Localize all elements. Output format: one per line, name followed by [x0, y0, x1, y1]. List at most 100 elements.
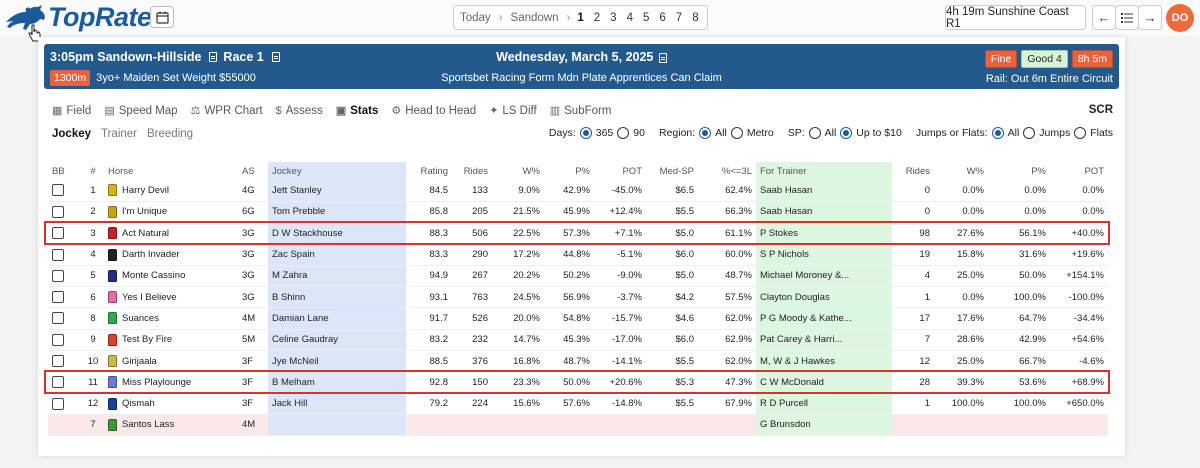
- horse-name[interactable]: Monte Cassino: [122, 270, 186, 282]
- cell-horse[interactable]: Harry Devil: [104, 180, 238, 202]
- next-race-button[interactable]: 4h 19m Sunshine Coast R1: [945, 5, 1086, 30]
- cell-horse[interactable]: Girijaala: [104, 350, 238, 373]
- blackbook-checkbox[interactable]: [52, 397, 64, 410]
- blackbook-checkbox[interactable]: [52, 227, 64, 240]
- race-number-7[interactable]: 7: [675, 11, 683, 24]
- scratchings-link[interactable]: SCR: [1088, 104, 1113, 116]
- blackbook-checkbox[interactable]: [52, 248, 64, 261]
- venue-link[interactable]: Sandown: [510, 11, 559, 24]
- radio-surface-all[interactable]: [991, 127, 1004, 139]
- radio-surface-flats[interactable]: [1074, 127, 1087, 139]
- blackbook-checkbox[interactable]: [52, 205, 64, 218]
- race-number-6[interactable]: 6: [659, 11, 666, 24]
- tab-head-to-head[interactable]: ⚙ Head to Head: [391, 104, 476, 118]
- radio-days-365[interactable]: [579, 127, 592, 139]
- document-icon[interactable]: [209, 52, 218, 62]
- col-trainer-pot[interactable]: POT: [1084, 165, 1104, 177]
- cell-horse[interactable]: Santos Lass: [104, 414, 238, 437]
- scratched-runner-row[interactable]: 7 Santos Lass 4M G Brunsdon: [48, 414, 1108, 437]
- horse-name[interactable]: Girijaala: [122, 355, 157, 367]
- cell-horse[interactable]: Yes I Believe: [104, 286, 238, 309]
- radio-region-metro[interactable]: [730, 127, 743, 139]
- tab-subform[interactable]: ▥ SubForm: [550, 104, 612, 118]
- horse-name[interactable]: Yes I Believe: [122, 291, 177, 303]
- cell-horse[interactable]: Monte Cassino: [104, 265, 238, 287]
- tab-assess[interactable]: $ Assess: [276, 104, 323, 117]
- runner-row[interactable]: 4 Darth Invader 3G Zac Spain 83.3 290 17.2% 44.…: [48, 243, 1108, 266]
- col-horse[interactable]: Horse: [108, 165, 134, 177]
- radio-region-all[interactable]: [699, 127, 712, 139]
- blackbook-checkbox[interactable]: [52, 291, 64, 304]
- blackbook-checkbox[interactable]: [52, 333, 64, 346]
- race-number-3[interactable]: 3: [610, 11, 617, 24]
- today-link[interactable]: Today: [460, 11, 491, 24]
- runner-row[interactable]: 9 Test By Fire 5M Celine Gaudray 83.2 232 14.7…: [48, 329, 1108, 351]
- col-bb[interactable]: BB: [52, 165, 65, 177]
- tab-field[interactable]: ▦ Field: [52, 104, 91, 118]
- tab-stats[interactable]: ▣ Stats: [336, 104, 379, 118]
- race-number-1[interactable]: 1: [577, 11, 584, 24]
- blackbook-checkbox[interactable]: [52, 376, 64, 389]
- radio-sp-all[interactable]: [808, 127, 821, 139]
- tab-ls-diff[interactable]: ✦ LS Diff: [489, 104, 537, 118]
- subtab-jockey[interactable]: Jockey: [52, 128, 92, 140]
- document-icon[interactable]: [658, 52, 667, 63]
- runner-row[interactable]: 12 Qismah 3F Jack Hill 79.2 224 15.6% 57.6% -14.…: [48, 392, 1108, 415]
- runner-row[interactable]: 8 Suances 4M Damian Lane 91.7 526 20.0% 54.8% -1…: [48, 307, 1108, 330]
- list-button[interactable]: [1115, 5, 1139, 30]
- forward-button[interactable]: →: [1138, 5, 1162, 30]
- col-trainer-win-pct[interactable]: W%: [966, 165, 984, 177]
- col-number[interactable]: #: [90, 165, 96, 177]
- cell-horse[interactable]: Act Natural: [104, 222, 238, 245]
- horse-name[interactable]: Darth Invader: [122, 249, 180, 261]
- col-win-pct[interactable]: W%: [522, 165, 540, 177]
- runner-row[interactable]: 6 Yes I Believe 3G B Shinn 93.1 763 24.5% 56.9%…: [48, 286, 1108, 309]
- radio-days-90[interactable]: [617, 127, 630, 139]
- cell-horse[interactable]: Suances: [104, 307, 238, 330]
- blackbook-checkbox[interactable]: [52, 355, 64, 368]
- document-icon[interactable]: [271, 52, 280, 62]
- col-trainer-rides[interactable]: Rides: [905, 165, 930, 177]
- subtab-breeding[interactable]: Breeding: [147, 128, 194, 140]
- cell-horse[interactable]: Miss Playlounge: [104, 371, 238, 394]
- col-rides[interactable]: Rides: [463, 165, 488, 177]
- tab-speed-map[interactable]: ▤ Speed Map: [104, 104, 177, 118]
- horse-name[interactable]: Harry Devil: [122, 184, 169, 196]
- radio-sp-up-to-10[interactable]: [840, 127, 853, 139]
- horse-name[interactable]: Act Natural: [122, 227, 169, 239]
- runner-row[interactable]: 11 Miss Playlounge 3F B Melham 92.8 150 23.3% 5…: [48, 371, 1108, 394]
- horse-name[interactable]: Santos Lass: [122, 419, 175, 431]
- radio-surface-jumps[interactable]: [1023, 127, 1036, 139]
- runner-row[interactable]: 1 Harry Devil 4G Jett Stanley 84.5 133 9.0% 42.…: [48, 180, 1108, 202]
- col-within-3l[interactable]: %<=3L: [721, 165, 752, 177]
- col-pot[interactable]: POT: [622, 165, 642, 177]
- col-place-pct[interactable]: P%: [575, 165, 590, 177]
- user-avatar[interactable]: DO: [1166, 4, 1194, 32]
- horse-name[interactable]: Qismah: [122, 398, 155, 410]
- horse-name[interactable]: I'm Unique: [122, 206, 168, 218]
- race-number-2[interactable]: 2: [593, 11, 601, 24]
- cell-horse[interactable]: Darth Invader: [104, 243, 238, 266]
- race-number-5[interactable]: 5: [642, 11, 650, 24]
- col-med-sp[interactable]: Med-SP: [659, 165, 694, 177]
- col-rating[interactable]: Rating: [420, 165, 448, 177]
- col-jockey[interactable]: Jockey: [268, 162, 406, 180]
- horse-name[interactable]: Suances: [122, 312, 159, 324]
- calendar-button[interactable]: [150, 6, 174, 28]
- toprate-logo[interactable]: TopRate: [4, 2, 152, 32]
- cell-horse[interactable]: I'm Unique: [104, 201, 238, 224]
- col-for-trainer[interactable]: For Trainer: [756, 162, 892, 180]
- horse-name[interactable]: Miss Playlounge: [122, 376, 192, 388]
- runner-row[interactable]: 3 Act Natural 3G D W Stackhouse 88.3 506 22.5%…: [48, 222, 1108, 245]
- runner-row[interactable]: 10 Girijaala 3F Jye McNeil 88.5 376 16.8% 48.7%…: [48, 350, 1108, 373]
- tab-wpr-chart[interactable]: ⚖ WPR Chart: [191, 104, 263, 118]
- race-number-4[interactable]: 4: [626, 11, 633, 24]
- cell-horse[interactable]: Test By Fire: [104, 329, 238, 351]
- blackbook-checkbox[interactable]: [52, 312, 64, 325]
- horse-name[interactable]: Test By Fire: [122, 334, 173, 346]
- col-trainer-place-pct[interactable]: P%: [1031, 165, 1046, 177]
- race-number-8[interactable]: 8: [692, 11, 699, 24]
- col-as[interactable]: AS: [242, 165, 255, 177]
- subtab-trainer[interactable]: Trainer: [101, 128, 138, 140]
- cell-horse[interactable]: Qismah: [104, 392, 238, 415]
